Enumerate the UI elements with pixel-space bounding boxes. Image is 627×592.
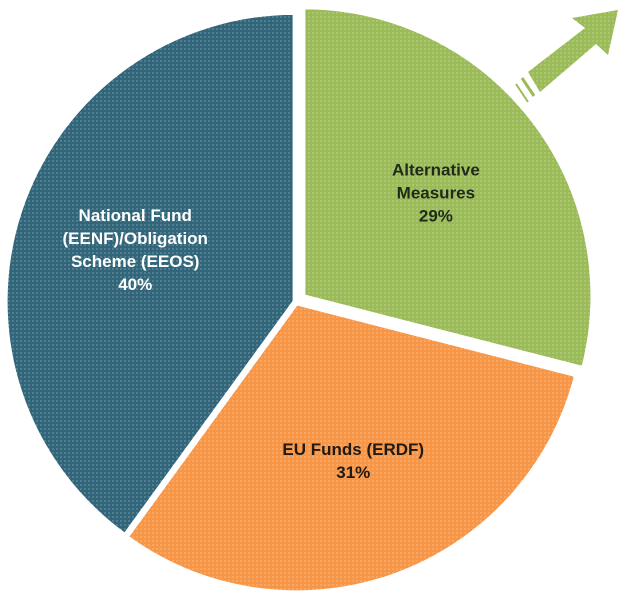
- arrow-icon: [515, 10, 618, 103]
- category-label: Alternative Measures: [391, 160, 480, 203]
- slice-label: EU Funds (ERDF) 31%: [253, 438, 453, 484]
- value-label: 31%: [336, 463, 371, 483]
- value-label: 40%: [118, 274, 153, 294]
- value-label: 29%: [418, 206, 453, 226]
- slice-label: National Fund (EENF)/Obligation Scheme (…: [48, 204, 223, 296]
- category-label: EU Funds (ERDF): [282, 440, 425, 460]
- category-label: National Fund (EENF)/Obligation Scheme (…: [62, 205, 208, 271]
- slice-label: Alternative Measures 29%: [371, 159, 501, 228]
